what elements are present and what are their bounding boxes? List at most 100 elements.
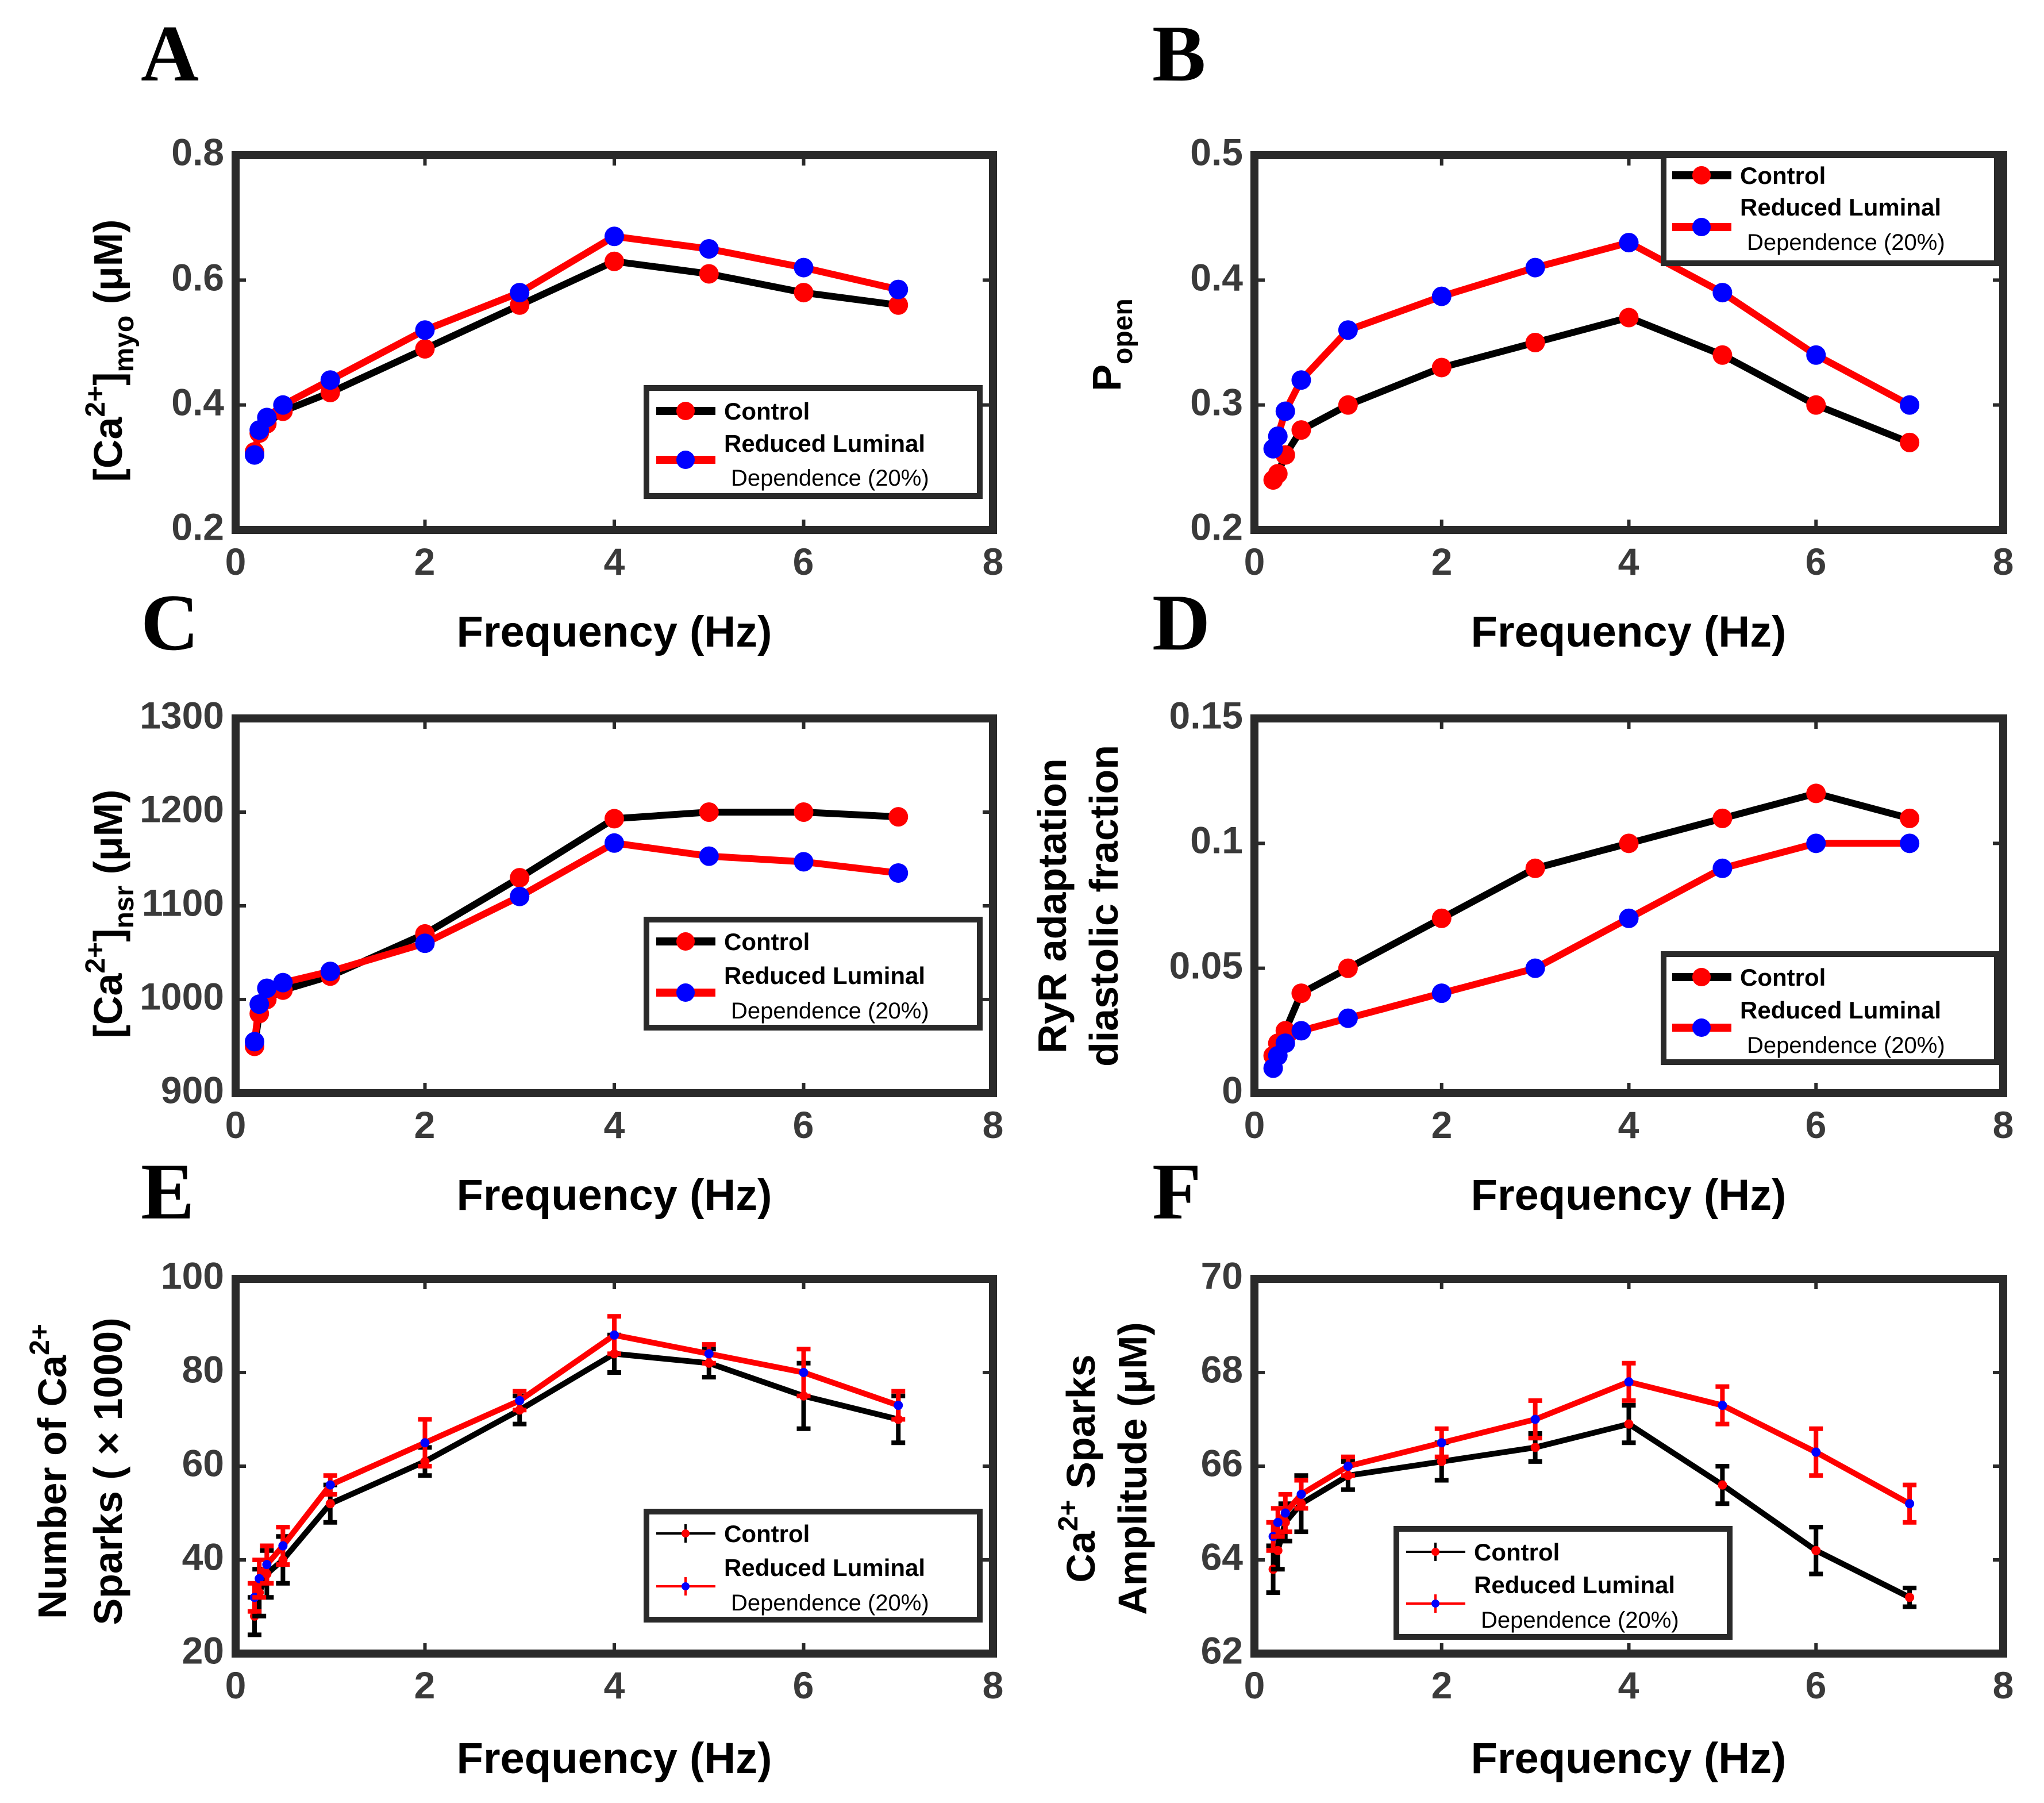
legend-e: Control Reduced Luminal Dependence (20%) [644, 1509, 983, 1623]
data-point-control [510, 868, 530, 888]
panel-c: C [Ca2+]nsr (μM) 900 1000 1100 1200 1300… [80, 578, 1003, 1220]
y-axis-label-f-line-1: Ca2+ Sparks [1053, 1354, 1103, 1582]
data-point-reduced [415, 933, 435, 954]
x-tick-label: 6 [1806, 540, 1827, 583]
data-point-reduced [510, 886, 530, 906]
data-point-reduced [1291, 370, 1311, 390]
legend-box [644, 385, 983, 499]
data-point-control [699, 802, 719, 822]
data-point-reduced [244, 1032, 264, 1052]
data-point-reduced [1291, 1021, 1311, 1041]
legend-f: Control Reduced Luminal Dependence (20%) [1394, 1526, 1733, 1640]
data-point-reduced [1712, 858, 1733, 878]
data-point-control [415, 339, 435, 359]
data-point-reduced [415, 320, 435, 340]
data-point-reduced [1338, 1008, 1358, 1028]
y-tick-label: 0.2 [171, 505, 224, 548]
data-point-reduced [1905, 1499, 1915, 1509]
data-point-control [1431, 357, 1452, 378]
x-tick-label: 2 [1431, 540, 1453, 583]
x-tick-label: 6 [793, 1104, 814, 1146]
y-tick-label: 66 [1201, 1441, 1243, 1484]
y-tick-label: 0.4 [1190, 256, 1243, 298]
data-point-reduced [704, 1349, 714, 1359]
legend-label-reduced-2: Dependence (20%) [731, 466, 929, 491]
axes-frame-e [232, 1275, 997, 1658]
data-point-control [605, 809, 624, 829]
data-point-control [888, 295, 909, 315]
data-point-reduced [1900, 395, 1920, 415]
data-point-control [1806, 395, 1826, 415]
legend-label-reduced-2: Dependence (20%) [731, 998, 929, 1024]
data-point-reduced [1718, 1401, 1727, 1410]
data-point-control [1431, 908, 1452, 928]
data-point-control [1718, 1480, 1727, 1490]
y-tick-label: 1300 [140, 694, 224, 736]
legend-a: Control Reduced Luminal Dependence (20%) [644, 385, 983, 499]
legend-d: Control Reduced Luminal Dependence (20%) [1661, 951, 2000, 1065]
x-tick-label: 4 [604, 1664, 625, 1706]
y-tick-label: 0 [1222, 1068, 1243, 1111]
data-point-reduced [1280, 1508, 1290, 1518]
legend-marker-control [676, 402, 695, 420]
data-point-reduced [888, 279, 909, 299]
legend-marker-reduced [1692, 1018, 1711, 1037]
panel-b: B Popen 0.2 0.3 0.4 0.5 0 2 4 6 8 Freque… [1084, 9, 2014, 656]
legend-label-reduced-1: Reduced Luminal [724, 430, 925, 457]
data-point-control [1525, 333, 1545, 352]
legend-label-reduced-1: Reduced Luminal [1474, 1571, 1675, 1598]
legend-marker-reduced [676, 983, 695, 1002]
x-tick-label: 0 [1244, 1104, 1265, 1146]
data-point-control [1624, 1419, 1634, 1429]
data-point-control [605, 251, 624, 271]
legend-marker-control [682, 1529, 690, 1537]
y-axis-label-a: [Ca2+]myo (μM) [80, 220, 140, 482]
y-axis-label-e-line-2: Sparks ( × 1000) [86, 1317, 130, 1625]
y-tick-label: 70 [1201, 1254, 1243, 1297]
x-tick-label: 2 [414, 1104, 436, 1146]
x-axis-label-c: Frequency (Hz) [457, 1171, 772, 1220]
x-tick-label: 2 [1431, 1664, 1453, 1706]
legend-label-reduced-2: Dependence (20%) [1481, 1608, 1679, 1633]
data-point-reduced [799, 1368, 809, 1377]
x-tick-label: 4 [1618, 540, 1639, 583]
data-point-control [1900, 808, 1920, 828]
panel-letter-b: B [1152, 9, 1206, 98]
data-point-control [1712, 808, 1733, 828]
legend-label-reduced-2: Dependence (20%) [1747, 230, 1945, 255]
legend-label-control: Control [1740, 162, 1826, 189]
data-point-control [1811, 1546, 1821, 1555]
panel-letter-c: C [141, 578, 199, 667]
axes-frame-f [1250, 1275, 2007, 1658]
panel-d: D RyR adaptation diastolic fraction 0 0.… [1030, 578, 2014, 1220]
panel-letter-d: D [1152, 578, 1210, 667]
x-tick-label: 6 [1806, 1104, 1827, 1146]
data-point-reduced [1619, 233, 1639, 253]
data-point-reduced [1431, 286, 1452, 306]
x-tick-label: 2 [414, 1664, 436, 1706]
data-point-reduced [1268, 426, 1288, 446]
y-axis-label-e-line-1: Number of Ca2+ [25, 1324, 75, 1619]
y-tick-label: 0.5 [1190, 130, 1243, 173]
y-tick-label: 20 [182, 1629, 224, 1671]
axes-frame-c [232, 714, 997, 1097]
data-point-reduced [1806, 833, 1826, 854]
y-tick-label: 0.4 [171, 380, 224, 423]
data-point-reduced [320, 962, 340, 982]
data-point-reduced [1343, 1462, 1353, 1471]
legend-label-control: Control [1474, 1539, 1560, 1566]
legend-b: Control Reduced Luminal Dependence (20%) [1661, 152, 2000, 266]
x-tick-label: 4 [1618, 1664, 1639, 1706]
y-axis-label-c: [Ca2+]nsr (μM) [80, 790, 140, 1039]
legend-label-reduced-1: Reduced Luminal [724, 1554, 925, 1581]
data-point-reduced [1437, 1438, 1446, 1448]
data-point-reduced [794, 852, 814, 872]
y-tick-label: 0.3 [1190, 380, 1243, 423]
panel-a: A [Ca2+]myo (μM) 0.2 0.4 0.6 0.8 0 2 4 6… [80, 9, 1003, 656]
y-tick-label: 1000 [140, 975, 224, 1017]
data-point-control [1806, 783, 1826, 804]
x-tick-label: 4 [1618, 1104, 1639, 1146]
legend-marker-control [1692, 166, 1711, 184]
legend-label-control: Control [1740, 964, 1826, 991]
